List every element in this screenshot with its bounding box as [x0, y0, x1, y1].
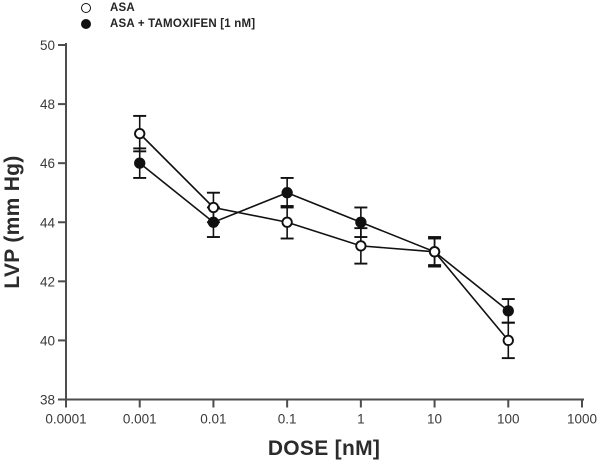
svg-text:42: 42 — [40, 274, 55, 289]
open-circle-marker-icon — [81, 2, 91, 13]
svg-text:50: 50 — [40, 38, 55, 53]
svg-text:100: 100 — [497, 412, 520, 427]
svg-text:38: 38 — [40, 393, 55, 408]
svg-text:0.0001: 0.0001 — [45, 412, 86, 427]
svg-text:1000: 1000 — [567, 412, 597, 427]
y-axis-title: LVP (mm Hg) — [1, 155, 24, 289]
filled-circle-marker-icon — [81, 19, 91, 30]
legend-item-asa-tamoxifen: ASA + TAMOXIFEN [1 nM] — [80, 17, 255, 33]
svg-text:0.01: 0.01 — [200, 412, 226, 427]
svg-text:10: 10 — [427, 412, 442, 427]
legend-label-asa-tamoxifen: ASA + TAMOXIFEN [1 nM] — [110, 18, 256, 31]
x-axis-title: DOSE [nM] — [267, 437, 381, 460]
svg-text:46: 46 — [40, 156, 55, 171]
svg-text:48: 48 — [40, 97, 55, 112]
legend-item-asa: ASA — [80, 0, 255, 16]
svg-text:40: 40 — [40, 333, 55, 348]
svg-text:0.1: 0.1 — [278, 412, 297, 427]
svg-text:0.001: 0.001 — [123, 412, 157, 427]
legend-label-asa: ASA — [110, 1, 135, 14]
chart-legend: ASA ASA + TAMOXIFEN [1 nM] — [80, 0, 255, 32]
svg-text:1: 1 — [357, 412, 365, 427]
svg-text:44: 44 — [40, 215, 56, 230]
